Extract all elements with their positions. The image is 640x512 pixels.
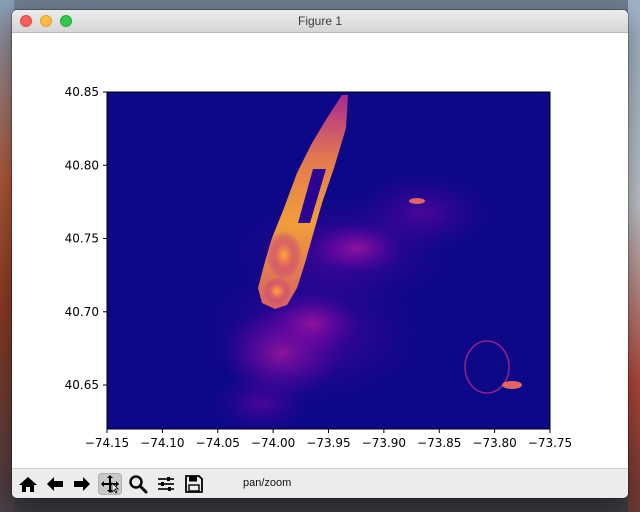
arrow-right-icon xyxy=(74,477,90,491)
title-bar[interactable]: Figure 1 xyxy=(12,10,628,33)
close-window-button[interactable] xyxy=(20,15,32,27)
home-button[interactable] xyxy=(16,473,40,495)
desktop-background-right xyxy=(628,0,640,512)
arrow-left-icon xyxy=(47,477,63,491)
x-tick-label: −74.15 xyxy=(85,436,129,450)
back-button[interactable] xyxy=(43,473,67,495)
figure-canvas[interactable]: −74.15 −74.10 −74.05 −74.00 −73.95 −73.90 −73.… xyxy=(12,33,628,468)
x-tick-label: −73.85 xyxy=(417,436,461,450)
floppy-disk-icon xyxy=(185,475,203,493)
y-tick-label: 40.75 xyxy=(65,232,99,246)
forward-button[interactable] xyxy=(70,473,94,495)
x-tick-label: −73.90 xyxy=(362,436,406,450)
x-tick-label: −73.95 xyxy=(306,436,350,450)
y-tick-label: 40.80 xyxy=(65,158,99,172)
heatmap-image xyxy=(107,92,550,429)
pan-button[interactable] xyxy=(98,473,122,495)
window-title: Figure 1 xyxy=(297,14,343,28)
navigation-toolbar: pan/zoom xyxy=(12,468,628,498)
zoom-button[interactable] xyxy=(126,473,150,495)
magnifier-icon xyxy=(129,475,148,494)
desktop-background-left xyxy=(0,0,14,512)
x-tick-label: −74.05 xyxy=(196,436,240,450)
home-icon xyxy=(19,477,37,492)
figure-window: Figure 1 xyxy=(12,10,628,498)
x-tick-label: −73.75 xyxy=(528,436,572,450)
y-tick-label: 40.65 xyxy=(65,378,99,392)
x-tick-label: −73.80 xyxy=(472,436,516,450)
move-icon xyxy=(101,475,119,494)
heatmap-chart[interactable]: −74.15 −74.10 −74.05 −74.00 −73.95 −73.90 −73.… xyxy=(12,33,628,468)
x-tick-label: −74.10 xyxy=(140,436,184,450)
configure-subplots-button[interactable] xyxy=(154,473,178,495)
y-tick-label: 40.85 xyxy=(65,85,99,99)
y-tick-label: 40.70 xyxy=(65,305,99,319)
sliders-icon xyxy=(158,477,174,491)
save-button[interactable] xyxy=(182,473,206,495)
toolbar-status-text: pan/zoom xyxy=(243,477,292,489)
minimize-window-button[interactable] xyxy=(40,15,52,27)
maximize-window-button[interactable] xyxy=(60,15,72,27)
x-tick-label: −74.00 xyxy=(251,436,295,450)
